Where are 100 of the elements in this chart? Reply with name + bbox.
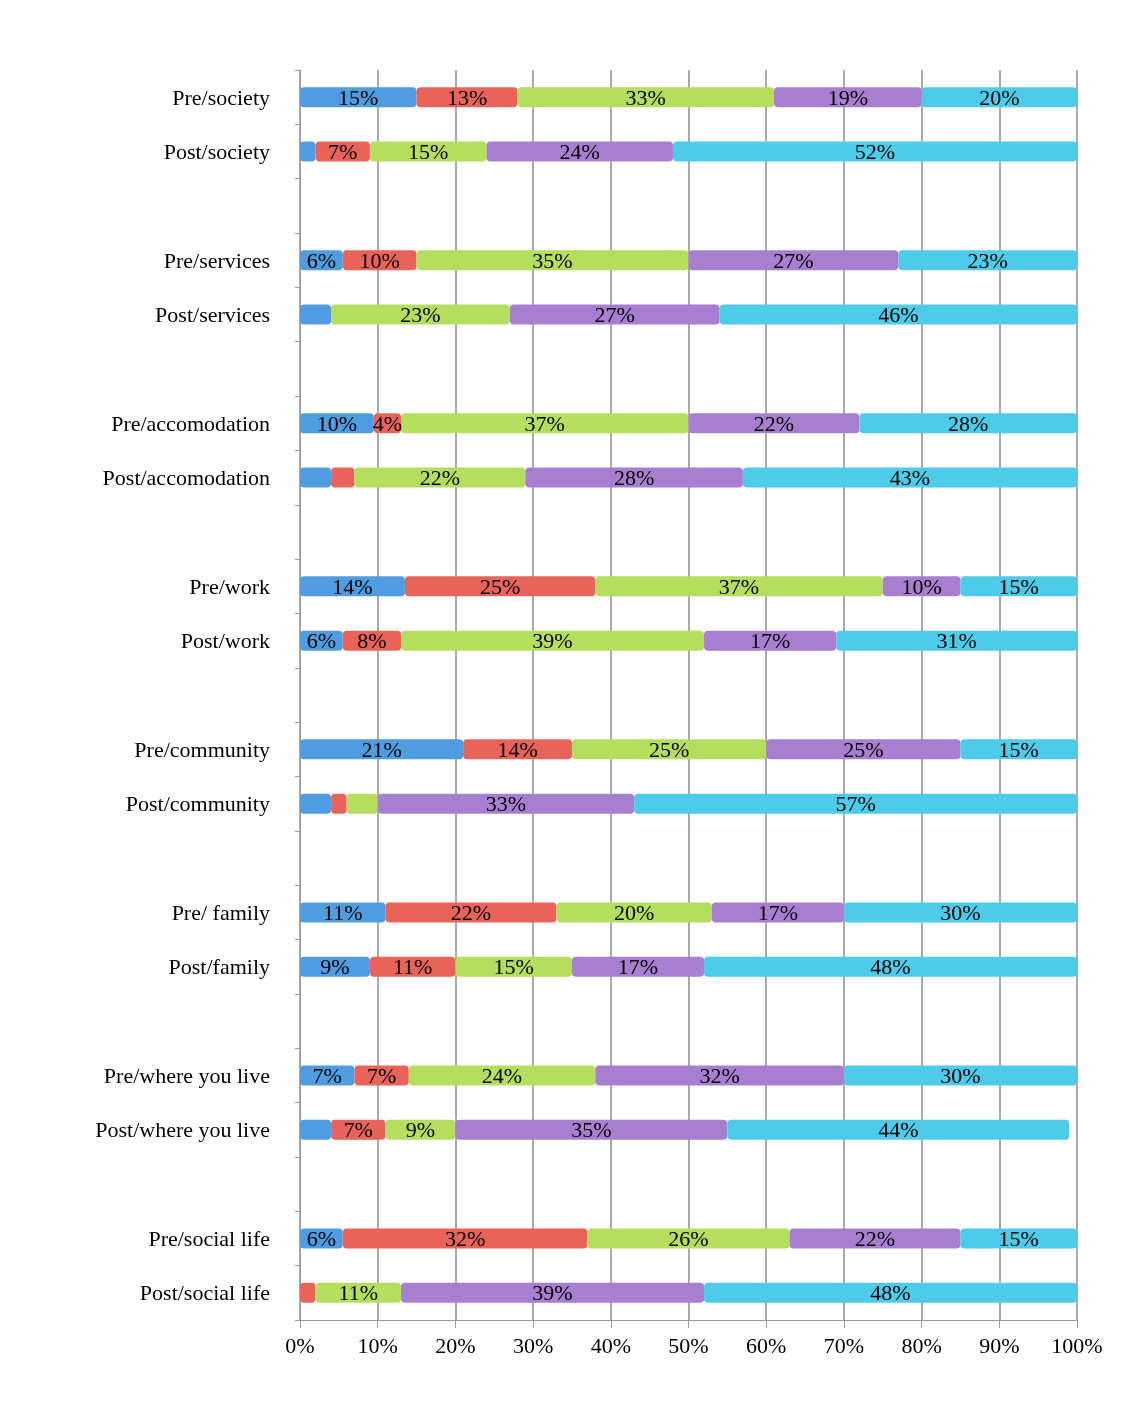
data-label: 20% [979, 84, 1020, 110]
data-label: 4% [372, 410, 403, 436]
bar [595, 576, 883, 597]
y-tick-label: Pre/ family [171, 899, 270, 925]
y-tick-label: Pre/services [163, 247, 270, 273]
y-tick-label: Pre/work [189, 573, 270, 599]
data-label: 15% [998, 1225, 1039, 1251]
data-label: 35% [532, 247, 573, 273]
data-label: 22% [419, 465, 461, 491]
bar [300, 1282, 316, 1303]
bar [401, 630, 705, 651]
bar [486, 141, 673, 162]
bar [921, 87, 1077, 108]
x-tick-label: 20% [435, 1332, 476, 1358]
data-label: 30% [940, 899, 981, 925]
data-label: 15% [998, 573, 1039, 599]
bar [587, 1228, 790, 1249]
bar [331, 467, 355, 488]
y-tick-label: Post/where you live [95, 1117, 270, 1143]
bar [960, 739, 1077, 760]
y-tick-label: Post/accomodation [102, 465, 270, 491]
bar [331, 304, 510, 325]
x-tick-label: 100% [1051, 1332, 1103, 1358]
data-label: 57% [835, 791, 876, 817]
data-label: 22% [450, 899, 492, 925]
bar [404, 576, 596, 597]
data-label: 11% [338, 1280, 379, 1306]
bar [509, 304, 720, 325]
x-tick-label: 60% [746, 1332, 787, 1358]
data-label: 23% [400, 302, 441, 328]
bar [300, 739, 464, 760]
y-tick-label: Post/society [163, 139, 270, 165]
data-label: 6% [306, 628, 337, 654]
data-label: 8% [357, 628, 387, 654]
data-label: 6% [306, 247, 337, 273]
data-label: 25% [843, 736, 884, 762]
y-tick-label: Post/family [168, 954, 270, 980]
bar [719, 304, 1077, 325]
x-tick-label: 40% [590, 1332, 631, 1358]
bar [385, 902, 557, 923]
bar [859, 413, 1077, 434]
x-tick-label: 90% [979, 1332, 1020, 1358]
data-label: 30% [940, 1062, 981, 1088]
bar [742, 467, 1077, 488]
bar [377, 793, 635, 814]
y-tick-label: Post/community [125, 791, 270, 817]
bar [408, 1065, 596, 1086]
bar [401, 1282, 705, 1303]
data-label: 7% [366, 1062, 397, 1088]
data-label: 33% [485, 791, 527, 817]
bar [556, 902, 712, 923]
y-tick-label: Pre/where you live [103, 1062, 270, 1088]
y-tick-label: Pre/accomodation [111, 410, 270, 436]
bar [704, 956, 1077, 977]
y-tick-label: Pre/society [172, 84, 270, 110]
data-label: 23% [967, 247, 1008, 273]
data-label: 11% [322, 899, 363, 925]
data-label: 24% [481, 1062, 523, 1088]
bar [300, 793, 332, 814]
bar [688, 413, 860, 434]
bar [455, 1119, 728, 1140]
data-label: 21% [361, 736, 402, 762]
bar [843, 1065, 1077, 1086]
data-label: 46% [878, 302, 919, 328]
data-label: 17% [757, 899, 799, 925]
data-label: 7% [343, 1117, 373, 1143]
y-tick-label: Post/work [180, 628, 270, 654]
bar [401, 413, 689, 434]
data-label: 39% [532, 1280, 573, 1306]
data-label: 32% [699, 1062, 740, 1088]
y-tick-label: Post/services [155, 302, 270, 328]
bar [704, 630, 837, 651]
data-label: 17% [617, 954, 659, 980]
data-label: 15% [338, 84, 379, 110]
y-tick-label: Pre/community [134, 736, 270, 762]
bar [517, 87, 774, 108]
data-label: 11% [392, 954, 433, 980]
bar [300, 141, 316, 162]
bar [711, 902, 844, 923]
y-tick-label: Post/social life [139, 1280, 270, 1306]
data-label: 28% [948, 410, 989, 436]
bar [836, 630, 1077, 651]
bar [300, 1119, 332, 1140]
data-label: 14% [497, 736, 538, 762]
x-tick-label: 0% [285, 1332, 315, 1358]
data-label: 10% [359, 247, 400, 273]
data-label: 37% [718, 573, 760, 599]
data-label: 15% [493, 954, 534, 980]
data-label: 48% [870, 954, 911, 980]
data-label: 22% [753, 410, 795, 436]
data-label: 7% [312, 1062, 342, 1088]
data-label: 25% [648, 736, 690, 762]
data-label: 9% [405, 1117, 436, 1143]
data-label: 22% [854, 1225, 896, 1251]
data-label: 52% [854, 139, 896, 165]
data-label: 19% [827, 84, 868, 110]
data-label: 43% [889, 465, 931, 491]
bar [672, 141, 1077, 162]
data-label: 25% [479, 573, 521, 599]
data-label: 20% [613, 899, 655, 925]
